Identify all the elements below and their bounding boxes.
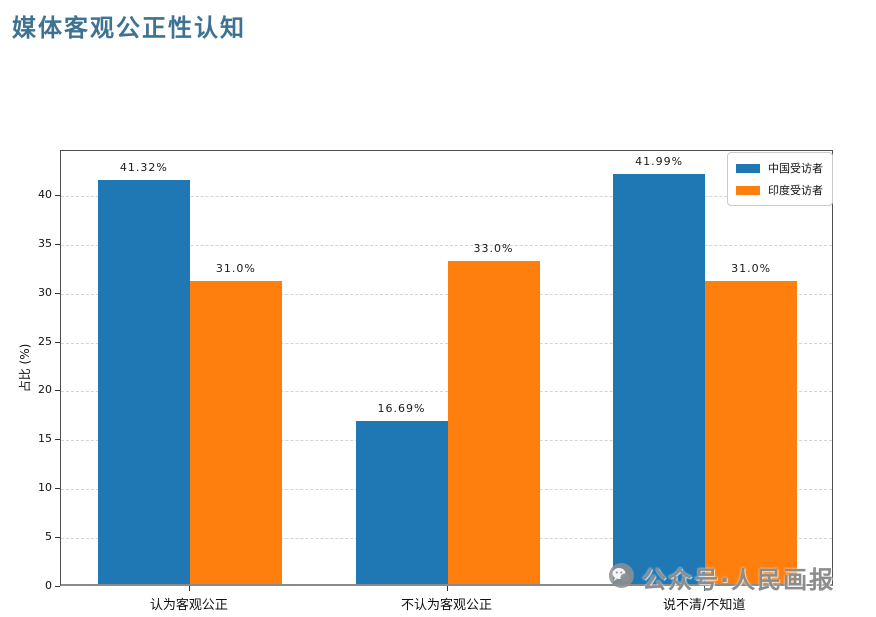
- y-tick-label: 15: [38, 432, 52, 446]
- x-tick-label: 认为客观公正: [149, 598, 228, 613]
- x-tick-label: 不认为客观公正: [400, 598, 493, 613]
- y-tick-mark: [55, 292, 60, 294]
- x-tick-label: 说不清/不知道: [662, 598, 746, 613]
- y-tick-mark: [55, 243, 60, 245]
- y-tick-mark: [55, 390, 60, 392]
- y-tick-label: 35: [38, 236, 52, 250]
- gridline: [61, 195, 832, 197]
- bar-value-label: 16.69%: [377, 401, 426, 415]
- legend-item-印度受访者: 印度受访者: [736, 182, 824, 198]
- bar-中国受访者-说不清/不知道: [613, 173, 706, 584]
- gridline: [61, 342, 832, 344]
- plot-area: 41.32% 31.0% 16.69% 33.0% 41.99% 31.0%: [60, 150, 833, 586]
- gridline: [61, 244, 832, 246]
- legend-label: 中国受访者: [768, 162, 823, 175]
- y-tick-mark: [55, 439, 60, 441]
- legend-item-中国受访者: 中国受访者: [736, 160, 824, 176]
- bar-value-label: 41.32%: [119, 161, 168, 175]
- bar-中国受访者-不认为客观公正: [355, 420, 448, 584]
- y-tick-mark: [55, 194, 60, 196]
- bar-印度受访者-不认为客观公正: [447, 261, 540, 584]
- y-tick-label: 25: [38, 334, 52, 348]
- legend-label: 印度受访者: [768, 184, 823, 197]
- legend-swatch: [736, 163, 760, 173]
- y-tick-mark: [55, 341, 60, 343]
- y-tick-label: 0: [45, 579, 52, 592]
- page-title: 媒体客观公正性认知: [12, 13, 246, 42]
- bar-value-label: 33.0%: [473, 242, 514, 256]
- y-tick-mark: [55, 586, 60, 587]
- bar-value-label: 31.0%: [731, 261, 772, 275]
- y-tick-label: 5: [45, 530, 52, 544]
- y-tick-label: 40: [38, 187, 52, 201]
- y-tick-label: 30: [38, 285, 52, 299]
- bar-value-label: 31.0%: [215, 261, 256, 275]
- y-tick-mark: [55, 537, 60, 539]
- bar-value-label: 41.99%: [635, 154, 684, 168]
- y-tick-label: 20: [38, 383, 52, 397]
- gridline: [61, 293, 832, 295]
- legend: 中国受访者印度受访者: [727, 152, 833, 206]
- bar-印度受访者-说不清/不知道: [705, 280, 798, 584]
- y-tick-mark: [55, 488, 60, 490]
- bar-印度受访者-认为客观公正: [189, 280, 282, 584]
- x-tick-mark: [188, 586, 190, 591]
- y-tick-label: 10: [38, 481, 52, 495]
- gridline: [61, 391, 832, 393]
- x-tick-mark: [446, 586, 448, 591]
- y-axis-title: 占比 (%): [18, 343, 32, 393]
- bar-中国受访者-认为客观公正: [97, 180, 190, 584]
- legend-swatch: [736, 185, 760, 195]
- x-tick-mark: [704, 586, 706, 591]
